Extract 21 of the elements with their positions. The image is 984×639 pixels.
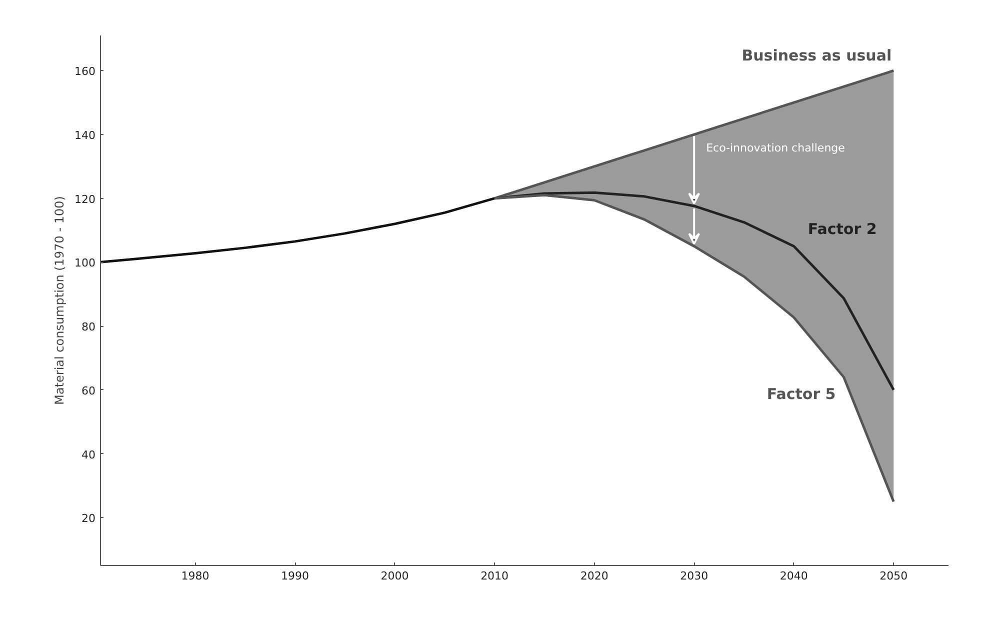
series-label: Factor 2 — [808, 220, 877, 238]
y-tick-label: 120 — [74, 192, 96, 206]
x-tick-label: 2020 — [580, 570, 608, 582]
series-label: Business as usual — [742, 46, 892, 65]
y-tick-label: 160 — [74, 65, 96, 78]
x-tick-label: 1990 — [281, 570, 310, 582]
x-tick-label: 1980 — [181, 570, 210, 582]
x-tick-label: 2040 — [780, 570, 808, 582]
series-label: Factor 5 — [766, 385, 836, 404]
y-tick-label: 20 — [82, 512, 96, 526]
y-axis-title: Material consumption (1970 - 100) — [52, 196, 67, 405]
annotation: Eco-innovation challenge — [706, 142, 846, 155]
y-tick-label: 60 — [82, 384, 96, 398]
x-tick-label: 2000 — [380, 570, 409, 582]
y-tick-label: 100 — [74, 256, 96, 270]
y-tick-label: 80 — [82, 320, 96, 334]
y-tick-label: 40 — [82, 448, 96, 462]
x-tick-label: 2050 — [880, 570, 908, 582]
x-tick-label: 2030 — [680, 570, 708, 582]
x-tick-label: 2010 — [480, 570, 509, 582]
y-tick-label: 140 — [74, 128, 96, 142]
